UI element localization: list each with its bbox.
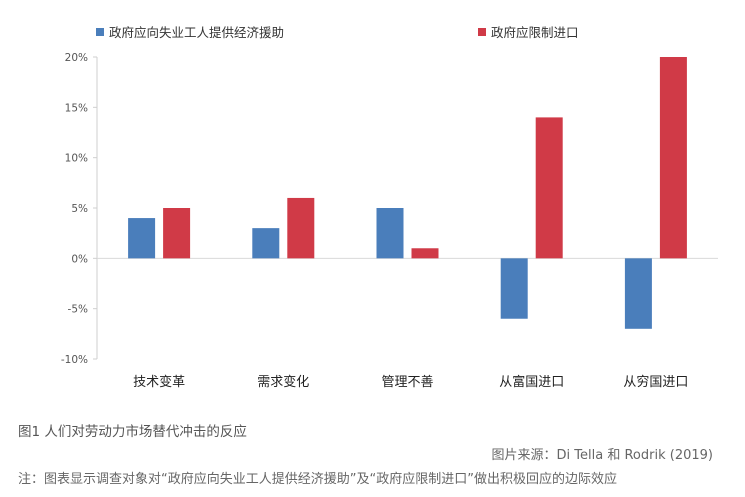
legend-series-2: 政府应限制进口 <box>478 22 579 41</box>
bar-restrict-0 <box>163 208 191 259</box>
y-tick-label: 10% <box>65 153 88 165</box>
bar-restrict-1 <box>287 197 315 259</box>
legend-series-1: 政府应向失业工人提供经济援助 <box>96 22 284 41</box>
bar-restrict-3 <box>535 117 563 259</box>
bar-aid-3 <box>500 258 528 319</box>
bar-restrict-4 <box>659 57 687 259</box>
y-tick-label: 15% <box>65 102 88 114</box>
y-tick-label: 20% <box>65 52 88 64</box>
x-category-label: 从穷国进口 <box>623 374 688 390</box>
y-tick-label: -5% <box>68 304 88 316</box>
legend-label-1: 政府应向失业工人提供经济援助 <box>109 25 285 40</box>
footnote: 注：图表显示调查对象对“政府应向失业工人提供经济援助”及“政府应限制进口”做出积… <box>18 472 617 487</box>
bar-aid-2 <box>376 208 404 259</box>
x-category-label: 需求变化 <box>257 374 309 390</box>
bar-aid-0 <box>128 218 156 259</box>
x-category-label: 管理不善 <box>381 374 433 390</box>
source-note: 图片来源：Di Tella 和 Rodrik (2019) <box>491 448 713 463</box>
figure-caption: 图1 人们对劳动力市场替代冲击的反应 <box>18 424 247 440</box>
y-tick-label: -10% <box>61 354 88 366</box>
bar-chart: -10% -5% 0% 5% 10% 15% 20% 技术变革 需求变化 管理不善 从富国进口 从穷国… <box>61 52 718 390</box>
legend-label-2: 政府应限制进口 <box>491 25 579 40</box>
bar-aid-4 <box>624 258 652 329</box>
bar-aid-1 <box>252 228 280 259</box>
legend-swatch-blue <box>96 27 104 36</box>
legend-swatch-red <box>478 27 486 36</box>
y-tick-label: 5% <box>71 203 88 215</box>
bar-restrict-2 <box>411 248 439 259</box>
x-category-label: 从富国进口 <box>499 374 564 390</box>
y-tick-label: 0% <box>71 253 88 265</box>
x-category-label: 技术变革 <box>133 374 185 390</box>
